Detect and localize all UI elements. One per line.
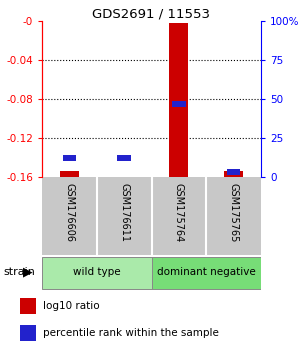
Text: log10 ratio: log10 ratio bbox=[44, 301, 100, 311]
Bar bbox=[20, 298, 36, 314]
Text: strain: strain bbox=[3, 267, 35, 277]
Bar bbox=[152, 257, 261, 289]
Text: GSM176611: GSM176611 bbox=[119, 183, 129, 242]
Bar bbox=[20, 325, 36, 341]
Text: percentile rank within the sample: percentile rank within the sample bbox=[44, 328, 219, 338]
Text: GSM175765: GSM175765 bbox=[229, 183, 238, 242]
Text: ▶: ▶ bbox=[22, 266, 32, 278]
Bar bbox=[63, 155, 76, 161]
Bar bbox=[227, 170, 240, 175]
Bar bbox=[60, 171, 79, 177]
Bar bbox=[172, 101, 186, 107]
Bar bbox=[169, 23, 188, 177]
Title: GDS2691 / 11553: GDS2691 / 11553 bbox=[92, 7, 211, 20]
Text: GSM176606: GSM176606 bbox=[64, 183, 74, 242]
Bar bbox=[42, 257, 152, 289]
Text: GSM175764: GSM175764 bbox=[174, 183, 184, 242]
Bar bbox=[224, 171, 243, 177]
Text: wild type: wild type bbox=[73, 267, 121, 277]
Text: dominant negative: dominant negative bbox=[157, 267, 256, 277]
Bar bbox=[117, 155, 131, 161]
